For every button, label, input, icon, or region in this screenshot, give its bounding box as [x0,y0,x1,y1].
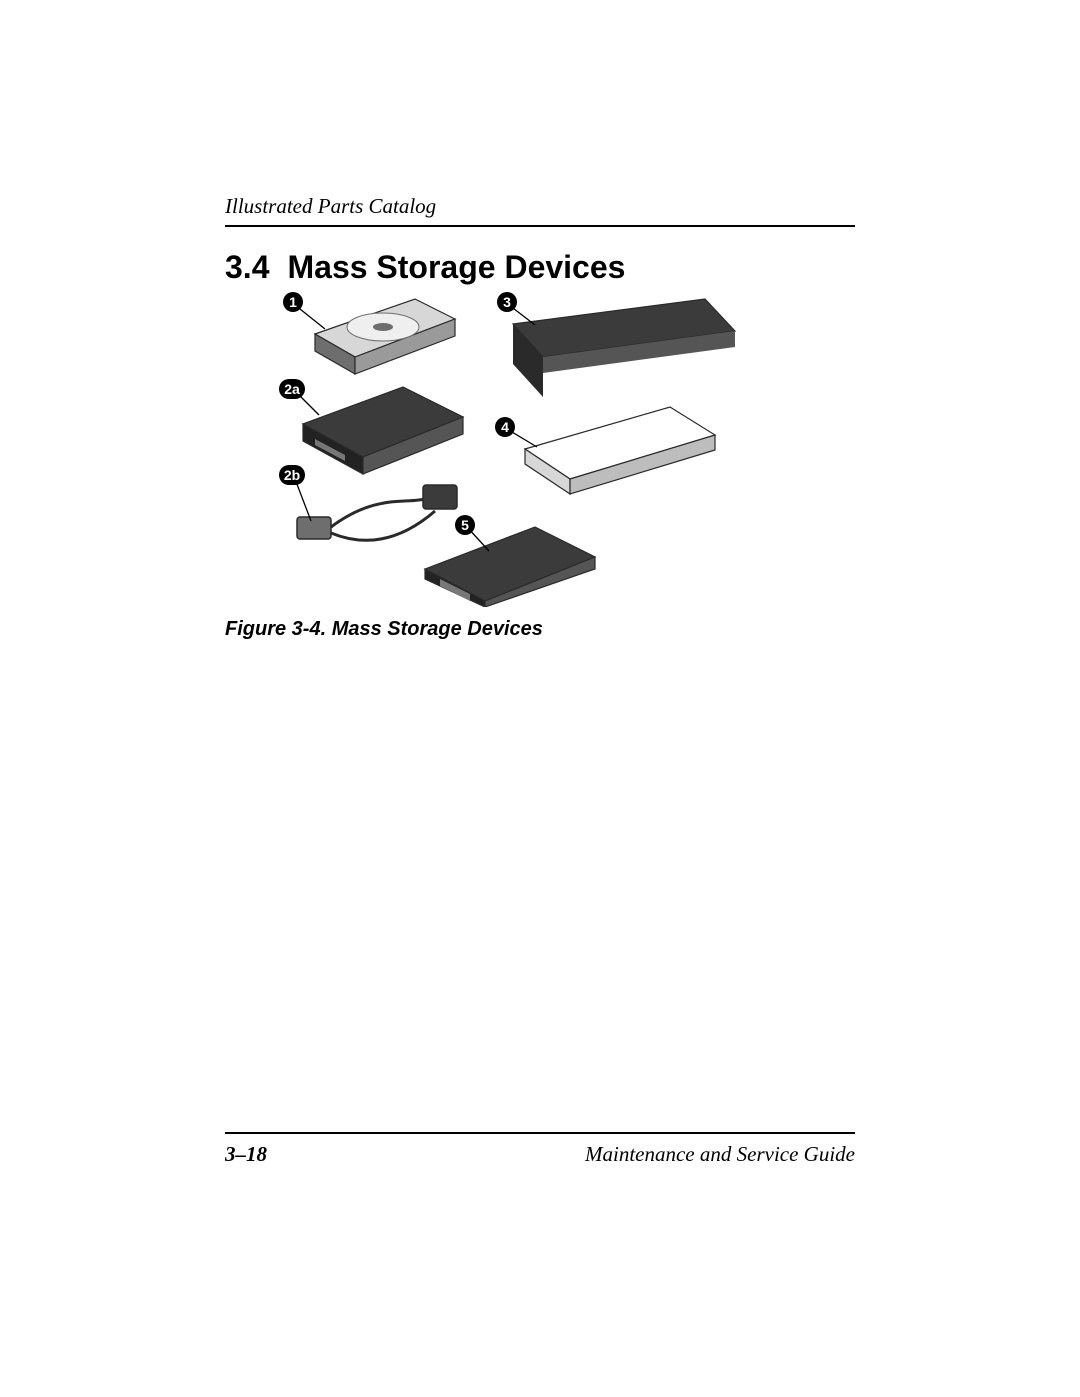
callout-1: 1 [283,292,303,312]
header-rule [225,225,855,227]
section-title: Mass Storage Devices [287,249,625,285]
figure-caption: Figure 3-4. Mass Storage Devices [225,618,543,641]
item-2a-module [303,387,463,474]
callout-5: 5 [455,515,475,535]
footer-row: 3–18 Maintenance and Service Guide [225,1142,855,1167]
callout-4: 4 [495,417,515,437]
footer-doc-title: Maintenance and Service Guide [585,1142,855,1167]
item-5-drive [425,527,595,607]
page-footer: 3–18 Maintenance and Service Guide [225,1132,855,1167]
item-3-tray [513,299,735,397]
callout-3: 3 [497,292,517,312]
callout-2b: 2b [279,465,305,485]
item-1-hard-drive [315,299,455,374]
item-2b-cable [297,485,457,540]
page-number: 3–18 [225,1142,267,1167]
section-heading: 3.4 Mass Storage Devices [225,249,625,286]
running-header: Illustrated Parts Catalog [225,194,855,227]
page: Illustrated Parts Catalog 3.4 Mass Storag… [0,0,1080,1397]
item-4-slim-drive [525,407,715,494]
callout-2a: 2a [279,379,305,399]
figure-illustration: 1 3 2a 4 2b 5 [275,289,740,607]
footer-rule [225,1132,855,1134]
section-number: 3.4 [225,249,269,285]
running-header-text: Illustrated Parts Catalog [225,194,855,219]
storage-devices-drawing [275,289,740,607]
